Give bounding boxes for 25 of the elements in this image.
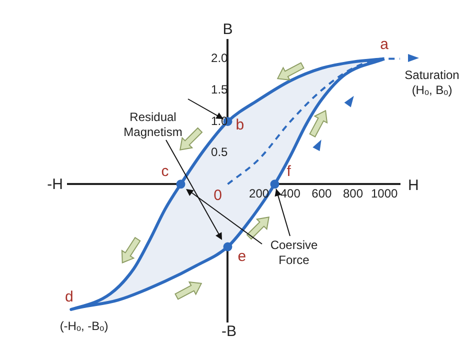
point [223,242,232,252]
text: -B [222,323,236,340]
x-tick-label: 600 [312,186,332,201]
annotation: a [380,36,390,53]
annotation: d [64,288,74,306]
annotation: f [286,163,292,180]
annotation: b [236,116,244,134]
annotation: Coersive Force [270,238,318,267]
x-tick-label: 1000 [370,186,398,201]
text: Saturation [404,68,460,82]
x-axis-title: H [408,177,419,194]
x-tick-label: 400 [280,186,301,201]
annotation: Residual Magnetism [124,110,182,139]
x-tick-label: 800 [343,186,364,201]
annotation: 0 [214,187,222,204]
annotation: c [161,163,170,180]
y-tick-label: 1.5 [211,82,228,96]
y-axis-title: B [222,21,233,38]
y-tick-label: 0.5 [211,145,228,160]
text: -H [47,176,63,193]
point [270,180,280,189]
point [176,180,186,189]
annotation: (-Hₒ, -Bₒ) [60,319,108,333]
text: (Hₒ, Bₒ) [412,83,452,97]
annotation: e [238,248,246,265]
